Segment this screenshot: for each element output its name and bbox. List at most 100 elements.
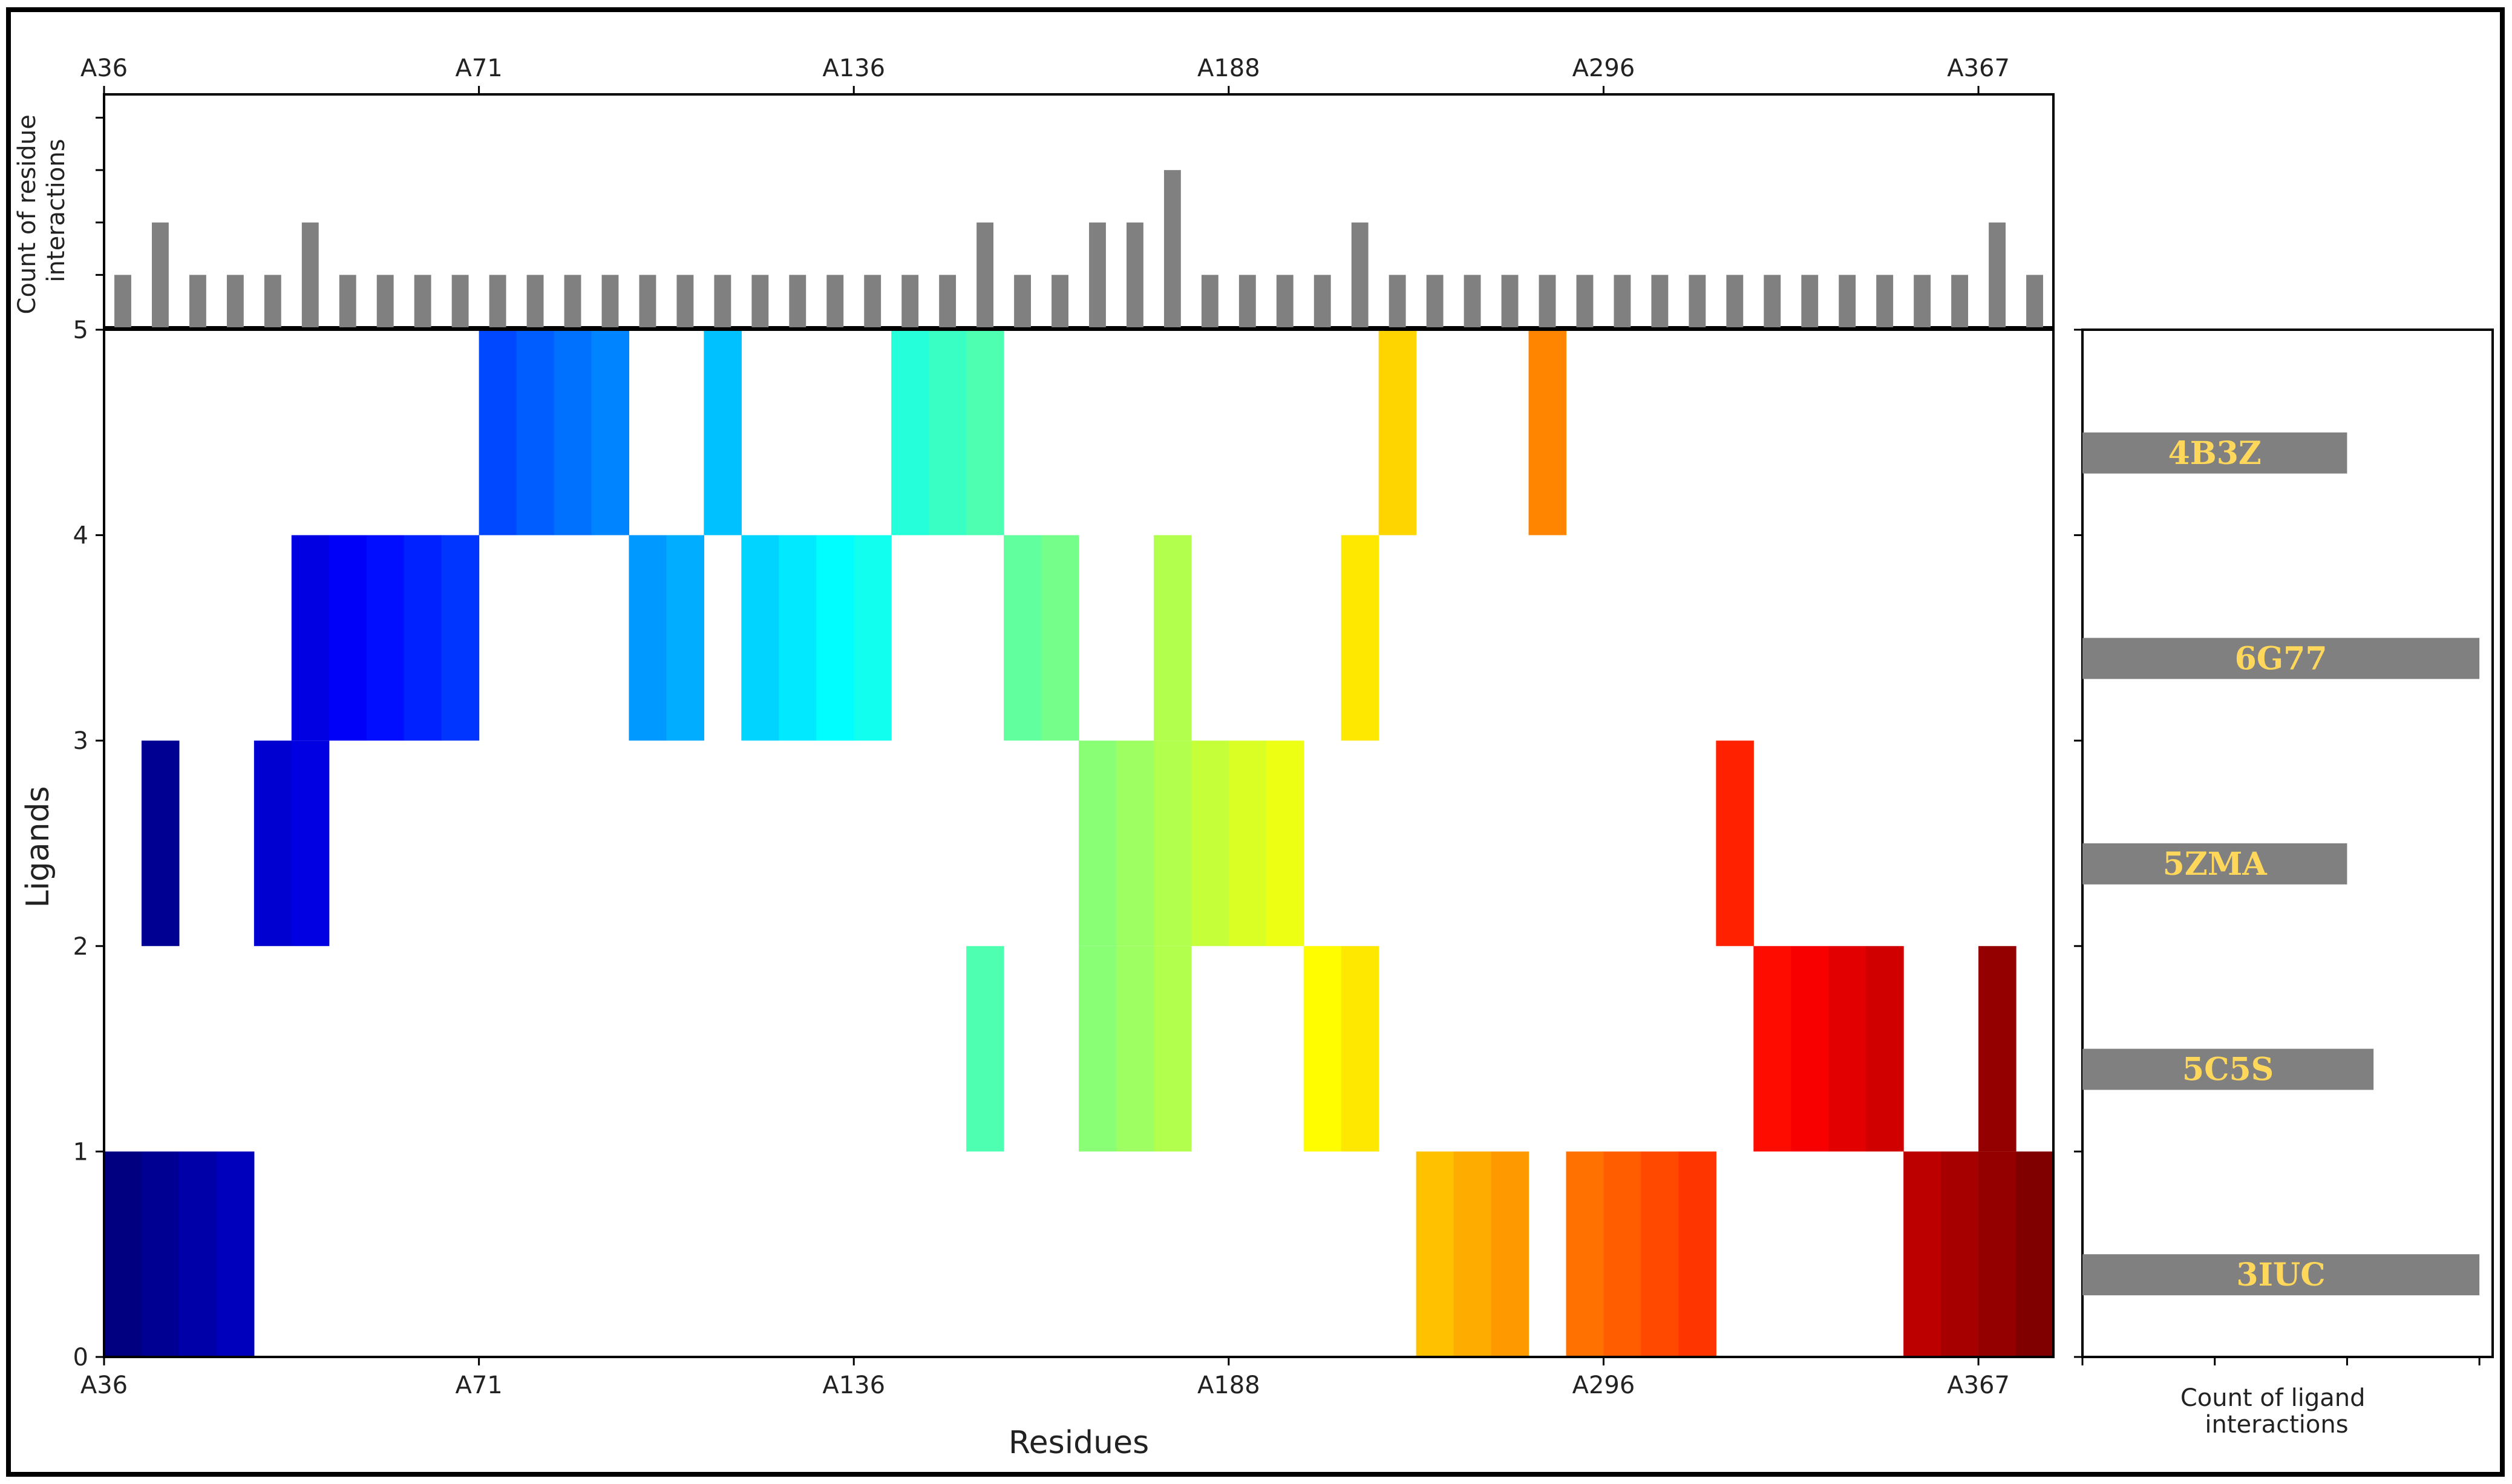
residue-count-axis-label: Count of residue interactions	[13, 107, 70, 315]
residue-count-bar	[114, 275, 131, 328]
heatmap-cell	[1678, 1151, 1716, 1357]
residue-count-bar	[1238, 275, 1256, 328]
residue-count-bar	[1464, 275, 1481, 328]
heatmap-cell	[1491, 1151, 1529, 1357]
ligand-count-bar	[2082, 1048, 2374, 1090]
residue-count-bar	[1801, 275, 1819, 328]
residue-count-bar	[564, 275, 581, 328]
y-tick-label: 3	[73, 727, 88, 755]
top-x-tick-label: A367	[1947, 54, 2010, 82]
residue-count-bar	[414, 275, 431, 328]
heatmap-cell	[1528, 330, 1567, 535]
heatmap-cell	[1153, 740, 1192, 946]
heatmap-cell	[366, 535, 405, 741]
heatmap-x-ticks: A36 A71 A136 A188 A296 A367	[80, 1357, 2010, 1399]
heatmap-cell	[854, 535, 892, 741]
heatmap-cell	[554, 330, 592, 535]
heatmap-panel: A36 A71 A136 A188 A296 A367 0 1 2 3 4 5 Residues L…	[20, 316, 2055, 1461]
heatmap-cell	[1828, 946, 1866, 1152]
heatmap-cell	[1041, 535, 1079, 741]
heatmap-cell	[1378, 330, 1417, 535]
residue-count-bar	[1614, 275, 1631, 328]
heatmap-cell	[629, 535, 667, 741]
heatmap-cells	[104, 330, 2054, 1357]
heatmap-cell	[253, 740, 292, 946]
residue-count-bar	[1052, 275, 1068, 328]
ligand-count-axis-label: Count of ligand interactions	[2180, 1384, 2373, 1439]
heatmap-cell	[2016, 1151, 2054, 1357]
y-tick-label: 0	[73, 1344, 88, 1371]
heatmap-cell	[1116, 740, 1154, 946]
residue-count-bar	[189, 275, 206, 328]
residue-count-bar	[1914, 275, 1931, 328]
heatmap-cell	[1004, 535, 1042, 741]
heatmap-cell	[291, 535, 330, 741]
top-x-tick-label: A36	[80, 54, 128, 82]
heatmap-cell	[929, 330, 967, 535]
x-tick-label: A367	[1947, 1371, 2010, 1399]
top-x-tick-label: A188	[1197, 54, 1260, 82]
heatmap-cell	[1266, 740, 1304, 946]
residue-count-bar	[901, 275, 919, 328]
heatmap-cell	[666, 535, 704, 741]
residue-count-bar	[1576, 275, 1594, 328]
heatmap-cell	[1753, 946, 1791, 1152]
residue-count-bar	[1651, 275, 1669, 328]
residue-count-bar	[451, 275, 469, 328]
residue-count-bar	[226, 275, 244, 328]
heatmap-cell	[1716, 740, 1754, 946]
heatmap-cell	[704, 330, 742, 535]
residue-count-bar	[1426, 275, 1444, 328]
ligand-label: 6G77	[2235, 640, 2327, 677]
heatmap-cell	[1566, 1151, 1604, 1357]
heatmap-cell	[1791, 946, 1829, 1152]
heatmap-plot-area	[103, 329, 2055, 1358]
heatmap-cell	[591, 330, 630, 535]
residue-count-plot-area	[103, 93, 2055, 329]
heatmap-cell	[966, 330, 1004, 535]
heatmap-cell	[1153, 946, 1192, 1152]
top-x-tick-label: A136	[822, 54, 885, 82]
heatmap-cell	[1903, 1151, 1941, 1357]
residue-count-bar	[976, 222, 994, 327]
residue-count-bar	[1951, 275, 1969, 328]
heatmap-cell	[1228, 740, 1267, 946]
ligand-count-bar	[2082, 1254, 2480, 1296]
ligand-count-bar	[2082, 432, 2347, 474]
residue-count-bar	[1313, 275, 1331, 328]
residue-count-bar	[789, 275, 806, 328]
heatmap-cell	[741, 535, 779, 741]
residue-count-bar	[1351, 222, 1369, 327]
heatmap-cell	[141, 740, 180, 946]
residue-count-bar	[601, 275, 619, 328]
heatmap-cell	[1603, 1151, 1642, 1357]
residue-count-bar	[1201, 275, 1218, 328]
heatmap-cell	[479, 330, 517, 535]
top-x-tick-label: A71	[455, 54, 502, 82]
x-tick-label: A296	[1572, 1371, 1635, 1399]
residue-count-bar	[2026, 275, 2043, 328]
ligand-count-panel: 3IUC 5C5S 5ZMA 6G77 4B3Z Count of ligand int…	[2074, 329, 2494, 1439]
y-tick-label: 1	[73, 1138, 88, 1166]
heatmap-cell	[1153, 535, 1192, 741]
ligand-count-bar	[2082, 638, 2480, 679]
ligand-count-bars: 3IUC 5C5S 5ZMA 6G77 4B3Z	[2082, 432, 2480, 1296]
heatmap-y-ticks: 0 1 2 3 4 5	[73, 316, 104, 1371]
residue-count-bar	[1689, 275, 1706, 328]
top-x-tick-label: A296	[1572, 54, 1635, 82]
y-tick-label: 2	[73, 933, 88, 961]
heatmap-cell	[1341, 946, 1379, 1152]
residue-count-bar	[1276, 275, 1294, 328]
heatmap-cell	[1116, 946, 1154, 1152]
residue-count-bar	[301, 222, 319, 327]
x-tick-label: A188	[1197, 1371, 1260, 1399]
ligand-label: 5ZMA	[2163, 846, 2268, 883]
x-tick-label: A36	[80, 1371, 128, 1399]
heatmap-cell	[404, 535, 442, 741]
heatmap-cell	[1416, 1151, 1454, 1357]
heatmap-cell	[1303, 946, 1342, 1152]
heatmap-cell	[1866, 946, 1904, 1152]
residue-count-bar	[1127, 222, 1143, 327]
heatmap-cell	[1079, 740, 1117, 946]
residue-count-bar	[1539, 275, 1556, 328]
